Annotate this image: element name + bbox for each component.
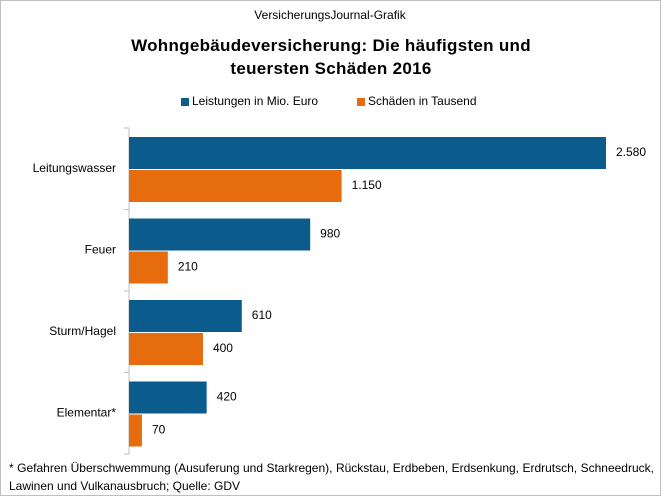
value-label: 1.150 (352, 178, 382, 192)
value-label: 980 (320, 227, 340, 241)
value-label: 70 (152, 423, 166, 437)
header: VersicherungsJournal-Grafik (254, 8, 406, 22)
legend-label: Leistungen in Mio. Euro (192, 94, 318, 108)
chart-title: Wohngebäudeversicherung: Die häufigsten … (131, 36, 531, 78)
bar (129, 170, 342, 202)
y-tick-label: Feuer (85, 242, 116, 256)
bar (129, 333, 203, 365)
footnote: * Gefahren Überschwemmung (Ausuferung un… (9, 461, 654, 493)
value-label: 400 (213, 341, 233, 355)
value-label: 610 (252, 308, 272, 322)
legend-label: Schäden in Tausend (368, 94, 477, 108)
bar (129, 137, 606, 169)
legend-swatch (357, 98, 365, 106)
value-label: 420 (217, 390, 237, 404)
bar (129, 251, 168, 284)
bar (129, 300, 242, 332)
bar (129, 381, 207, 414)
bar (129, 414, 142, 447)
legend-swatch (181, 98, 189, 106)
value-label: 210 (178, 260, 198, 274)
value-label: 2.580 (616, 145, 646, 159)
y-tick-label: Sturm/Hagel (49, 324, 116, 338)
y-tick-label: Elementar* (57, 405, 117, 419)
y-tick-label: Leitungswasser (33, 161, 116, 175)
bar (129, 218, 311, 251)
